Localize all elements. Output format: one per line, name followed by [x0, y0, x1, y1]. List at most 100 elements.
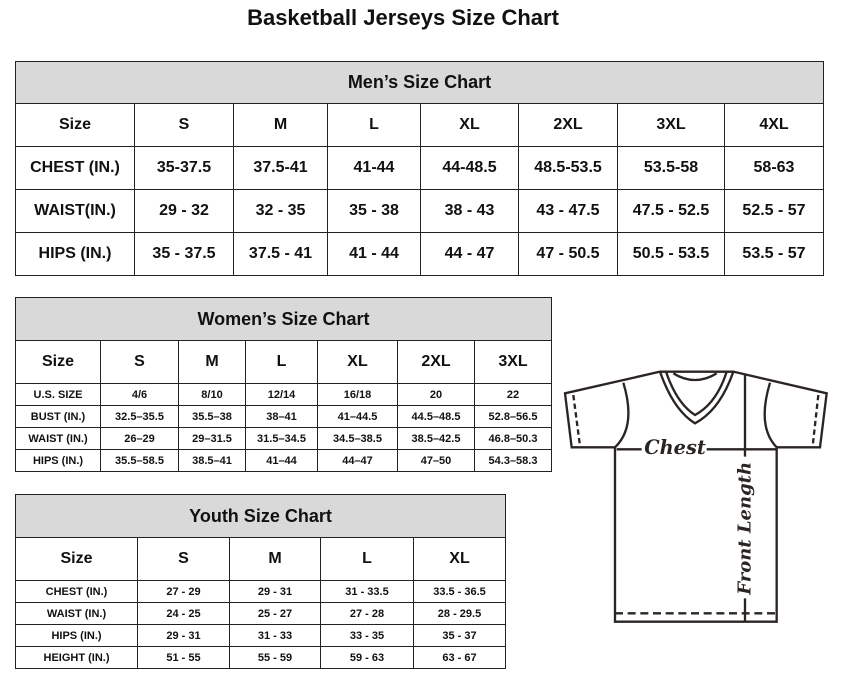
table-cell: 43 - 47.5 — [518, 189, 618, 233]
table-cell: 38 - 43 — [420, 189, 519, 233]
table-cell: 29 - 31 — [137, 624, 230, 647]
row-label: CHEST (IN.) — [15, 146, 135, 190]
table-row: CHEST (IN.) 27 - 29 29 - 31 31 - 33.5 33.5 -… — [15, 580, 507, 603]
table-cell: 44.5–48.5 — [397, 405, 475, 428]
table-cell: 12/14 — [245, 383, 318, 406]
table-cell: 25 - 27 — [229, 602, 321, 625]
header-cell: 3XL — [617, 103, 725, 147]
table-cell: 16/18 — [317, 383, 398, 406]
table-cell: 33.5 - 36.5 — [412, 580, 507, 603]
table-cell: 20 — [397, 383, 475, 406]
youth-size-table: Youth Size Chart Size S M L XL CHEST (IN.) 27 -… — [14, 494, 507, 669]
table-cell: 38–41 — [245, 405, 318, 428]
table-cell: 44-48.5 — [420, 146, 519, 190]
row-label: HIPS (IN.) — [15, 624, 138, 647]
table-caption: Women’s Size Chart — [14, 297, 553, 341]
table-row: WAIST(IN.) 29 - 32 32 - 35 35 - 38 38 - 43 43… — [15, 189, 824, 233]
table-cell: 31.5–34.5 — [245, 427, 318, 450]
header-cell: 3XL — [473, 340, 553, 384]
header-cell: XL — [412, 537, 507, 581]
table-header-row: Size S M L XL — [15, 537, 507, 581]
row-label: U.S. SIZE — [15, 383, 101, 406]
table-cell: 32.5–35.5 — [100, 405, 179, 428]
table-cell: 41-44 — [327, 146, 421, 190]
table-cell: 22 — [473, 383, 553, 406]
table-row: CHEST (IN.) 35-37.5 37.5-41 41-44 44-48.5 48.… — [15, 146, 824, 190]
table-cell: 4/6 — [100, 383, 179, 406]
table-cell: 47.5 - 52.5 — [617, 189, 725, 233]
table-cell: 35.5–58.5 — [100, 449, 179, 472]
jersey-diagram-icon: Chest Front Length — [563, 370, 828, 623]
header-cell: S — [137, 537, 230, 581]
table-row: HIPS (IN.) 35 - 37.5 37.5 - 41 41 - 44 44 - … — [15, 232, 824, 276]
table-cell: 29 - 31 — [229, 580, 321, 603]
table-cell: 26–29 — [100, 427, 179, 450]
table-header-row: Size S M L XL 2XL 3XL — [15, 340, 553, 384]
page-title: Basketball Jerseys Size Chart — [247, 5, 559, 30]
header-cell: 2XL — [397, 340, 475, 384]
table-header-row: Size S M L XL 2XL 3XL 4XL — [15, 103, 824, 147]
table-cell: 44–47 — [317, 449, 398, 472]
table-cell: 37.5 - 41 — [233, 232, 328, 276]
table-row: WAIST (IN.) 26–29 29–31.5 31.5–34.5 34.5–38.… — [15, 427, 553, 450]
table-cell: 8/10 — [178, 383, 246, 406]
table-cell: 58-63 — [724, 146, 824, 190]
front-length-label: Front Length — [735, 462, 756, 596]
table-cell: 52.5 - 57 — [724, 189, 824, 233]
header-cell: S — [100, 340, 179, 384]
table-cell: 35 - 37.5 — [134, 232, 234, 276]
table-cell: 29 - 32 — [134, 189, 234, 233]
table-cell: 33 - 35 — [320, 624, 414, 647]
header-cell: S — [134, 103, 234, 147]
row-label: BUST (IN.) — [15, 405, 101, 428]
table-caption: Youth Size Chart — [14, 494, 507, 538]
table-cell: 50.5 - 53.5 — [617, 232, 725, 276]
row-label: WAIST (IN.) — [15, 427, 101, 450]
table-cell: 41–44.5 — [317, 405, 398, 428]
table-cell: 46.8–50.3 — [473, 427, 553, 450]
row-label: HIPS (IN.) — [15, 449, 101, 472]
table-caption: Men’s Size Chart — [15, 61, 824, 104]
table-cell: 44 - 47 — [420, 232, 519, 276]
womens-size-table: Women’s Size Chart Size S M L XL 2XL 3XL U.S. SI… — [14, 297, 553, 472]
table-cell: 24 - 25 — [137, 602, 230, 625]
chest-label: Chest — [644, 436, 706, 459]
header-cell: L — [320, 537, 414, 581]
table-cell: 47 - 50.5 — [518, 232, 618, 276]
table-cell: 54.3–58.3 — [473, 449, 553, 472]
table-cell: 51 - 55 — [137, 646, 230, 669]
row-label: CHEST (IN.) — [15, 580, 138, 603]
table-cell: 53.5 - 57 — [724, 232, 824, 276]
row-label: WAIST(IN.) — [15, 189, 135, 233]
table-cell: 53.5-58 — [617, 146, 725, 190]
table-cell: 34.5–38.5 — [317, 427, 398, 450]
header-cell: M — [233, 103, 328, 147]
table-cell: 55 - 59 — [229, 646, 321, 669]
table-row: HIPS (IN.) 29 - 31 31 - 33 33 - 35 35 - 37 — [15, 624, 507, 647]
table-cell: 35.5–38 — [178, 405, 246, 428]
table-cell: 35 - 37 — [412, 624, 507, 647]
table-cell: 38.5–42.5 — [397, 427, 475, 450]
header-cell: L — [245, 340, 318, 384]
table-cell: 32 - 35 — [233, 189, 328, 233]
header-cell: XL — [317, 340, 398, 384]
table-cell: 59 - 63 — [320, 646, 414, 669]
table-cell: 27 - 28 — [320, 602, 414, 625]
header-cell: 2XL — [518, 103, 618, 147]
table-cell: 28 - 29.5 — [412, 602, 507, 625]
header-cell: XL — [420, 103, 519, 147]
table-row: BUST (IN.) 32.5–35.5 35.5–38 38–41 41–44.5 44… — [15, 405, 553, 428]
header-cell: Size — [15, 537, 138, 581]
header-cell: L — [327, 103, 421, 147]
table-cell: 63 - 67 — [412, 646, 507, 669]
header-cell: Size — [15, 340, 101, 384]
table-row: U.S. SIZE 4/6 8/10 12/14 16/18 20 22 — [15, 383, 553, 406]
header-cell: M — [178, 340, 246, 384]
row-label: HEIGHT (IN.) — [15, 646, 138, 669]
table-cell: 38.5–41 — [178, 449, 246, 472]
header-cell: 4XL — [724, 103, 824, 147]
table-cell: 31 - 33 — [229, 624, 321, 647]
mens-size-table: Men’s Size Chart Size S M L XL 2XL 3XL 4XL CHEST … — [15, 61, 824, 276]
header-cell: Size — [15, 103, 135, 147]
table-cell: 52.8–56.5 — [473, 405, 553, 428]
